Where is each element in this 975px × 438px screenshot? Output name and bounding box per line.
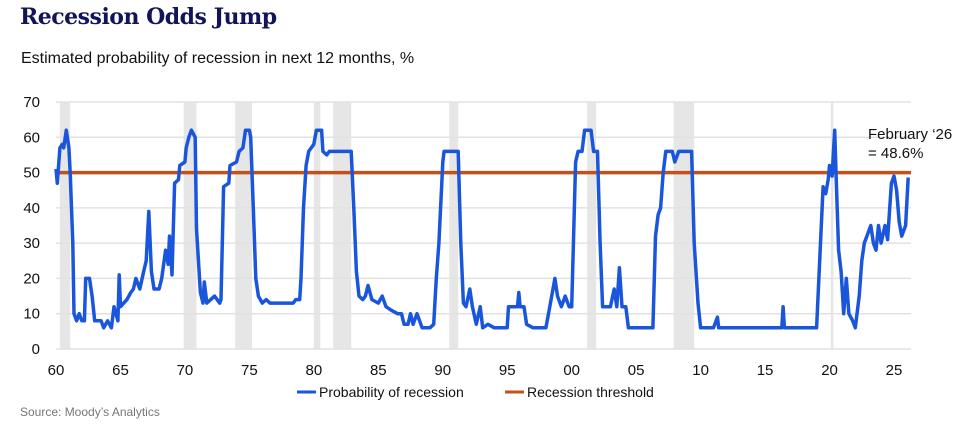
recession-band [183, 102, 197, 349]
y-tick-label: 10 [23, 306, 40, 323]
x-tick-label: 20 [821, 362, 838, 379]
y-tick-label: 50 [23, 165, 40, 182]
x-tick-label: 05 [628, 362, 645, 379]
annotation-line1: February ‘26 [868, 126, 952, 143]
chart-subtitle: Estimated probability of recession in ne… [21, 50, 415, 67]
recession-band [235, 102, 252, 349]
source-note: Source: Moody’s Analytics [20, 405, 160, 419]
y-tick-label: 40 [23, 200, 40, 217]
x-tick-label: 00 [563, 362, 580, 379]
x-tick-label: 15 [757, 362, 774, 379]
x-tick-label: 75 [241, 362, 258, 379]
y-tick-label: 60 [23, 129, 40, 146]
legend: Probability of recession Recession thres… [297, 384, 654, 400]
y-tick-label: 70 [23, 94, 40, 111]
y-tick-label: 0 [32, 341, 40, 358]
recession-band [673, 102, 695, 349]
recession-band [449, 102, 459, 349]
x-tick-label: 80 [306, 362, 323, 379]
x-tick-label: 25 [886, 362, 903, 379]
annotation-line2: = 48.6% [868, 145, 923, 162]
legend-label-threshold: Recession threshold [527, 384, 654, 400]
chart-title: Recession Odds Jump [20, 4, 277, 30]
x-tick-label: 70 [177, 362, 194, 379]
x-tick-label: 85 [370, 362, 387, 379]
recession-band [313, 102, 321, 349]
recession-band [587, 102, 597, 349]
recession-band [59, 102, 71, 349]
x-tick-label: 90 [434, 362, 451, 379]
recession-band [333, 102, 352, 349]
x-tick-label: 60 [48, 362, 65, 379]
x-tick-label: 10 [692, 362, 709, 379]
legend-label-probability: Probability of recession [319, 384, 464, 400]
y-tick-label: 20 [23, 270, 40, 287]
y-tick-label: 30 [23, 235, 40, 252]
x-tick-label: 65 [112, 362, 129, 379]
recession-band [830, 102, 834, 349]
probability-line [54, 128, 910, 330]
x-tick-label: 95 [499, 362, 516, 379]
